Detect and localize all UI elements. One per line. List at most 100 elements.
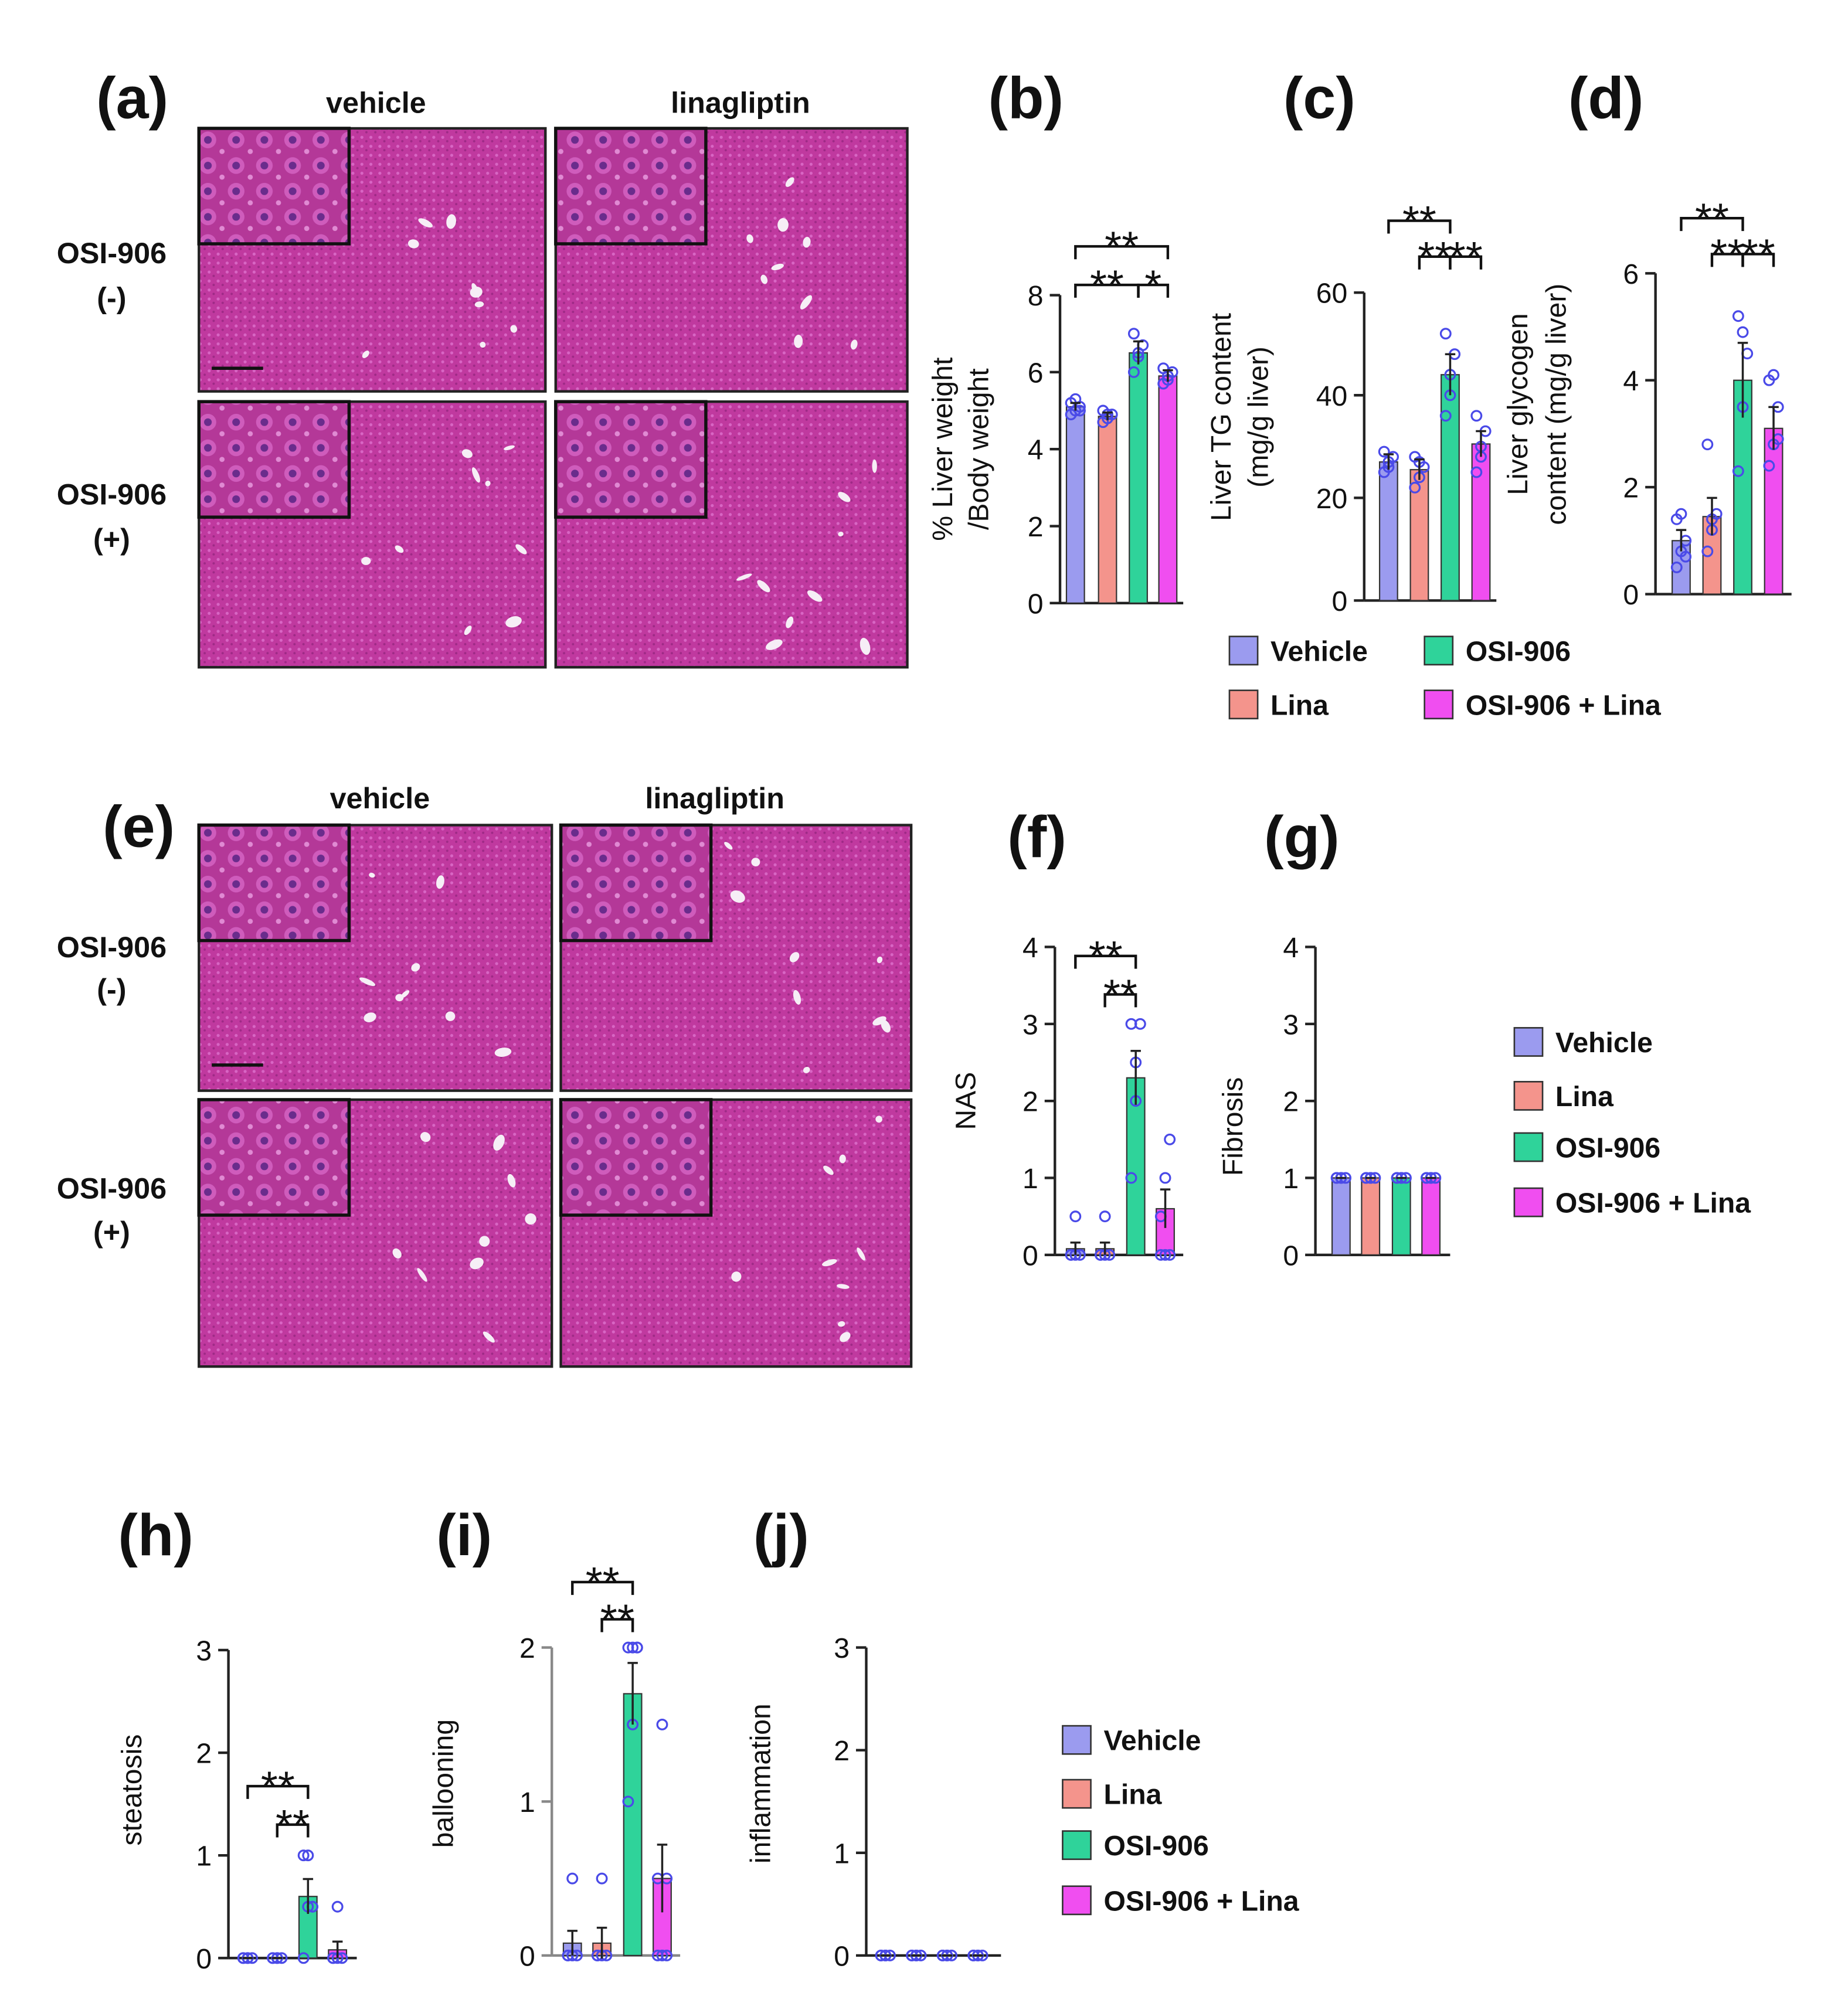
inset bbox=[197, 823, 351, 943]
vessel bbox=[364, 1012, 376, 1022]
vessel bbox=[857, 1247, 865, 1261]
vessel bbox=[461, 449, 473, 458]
vessel bbox=[407, 239, 419, 249]
data-point bbox=[1670, 561, 1683, 573]
vessel bbox=[860, 638, 871, 655]
significance-bracket bbox=[600, 1618, 634, 1633]
bar bbox=[1065, 406, 1085, 604]
significance-bracket bbox=[1449, 255, 1483, 270]
error-bar bbox=[596, 1926, 607, 1959]
micrograph bbox=[554, 127, 909, 393]
column-label: linagliptin bbox=[645, 781, 784, 815]
vessel bbox=[395, 994, 404, 1002]
data-point bbox=[1470, 466, 1483, 478]
data-point bbox=[1732, 310, 1744, 322]
legend-label: Lina bbox=[1270, 689, 1329, 721]
micrograph bbox=[198, 824, 553, 1092]
error-bar bbox=[1163, 369, 1173, 382]
vessel bbox=[850, 339, 858, 350]
data-point bbox=[1701, 438, 1714, 451]
legend-label: Vehicle bbox=[1270, 635, 1368, 667]
vessel bbox=[464, 625, 472, 635]
y-tick-label: 1 bbox=[1283, 1163, 1299, 1195]
y-tick-label: 3 bbox=[1283, 1009, 1299, 1040]
column-label: vehicle bbox=[330, 781, 430, 815]
significance-label: ** bbox=[276, 1801, 310, 1849]
vessel bbox=[757, 580, 770, 593]
data-point bbox=[566, 1872, 579, 1885]
y-axis-label: Fibrosis bbox=[1217, 1077, 1249, 1176]
y-tick-label: 2 bbox=[196, 1738, 212, 1770]
y-tick-label: 2 bbox=[1623, 472, 1639, 504]
y-tick-label: 2 bbox=[834, 1735, 850, 1767]
vessel bbox=[777, 217, 789, 232]
y-tick-label: 2 bbox=[1283, 1086, 1299, 1118]
legend-label: OSI-906 + Lina bbox=[1466, 689, 1662, 721]
vessel bbox=[504, 445, 515, 451]
data-point bbox=[1741, 348, 1754, 360]
vessel bbox=[746, 234, 753, 243]
y-tick-label: 2 bbox=[1028, 511, 1044, 543]
inset bbox=[197, 1098, 351, 1217]
data-point bbox=[656, 1949, 668, 1961]
vessel bbox=[420, 1132, 431, 1142]
vessel bbox=[872, 459, 877, 473]
legend-label: OSI-906 + Lina bbox=[1555, 1188, 1751, 1219]
data-point bbox=[1763, 460, 1775, 472]
bar bbox=[623, 1693, 643, 1957]
y-tick-label: 20 bbox=[1316, 483, 1348, 515]
legend-swatch bbox=[1062, 1778, 1092, 1809]
error-bar bbox=[1070, 1242, 1081, 1255]
error-bar bbox=[1130, 1050, 1141, 1105]
significance-bracket bbox=[1387, 219, 1452, 234]
panel-label: (e) bbox=[103, 794, 175, 860]
vessel bbox=[515, 544, 527, 555]
data-point bbox=[656, 1718, 668, 1730]
y-axis-label: % Liver weight bbox=[927, 357, 959, 541]
vessel bbox=[510, 325, 517, 333]
significance-bracket bbox=[1074, 954, 1137, 969]
legend-swatch bbox=[1062, 1830, 1092, 1861]
vessel bbox=[395, 545, 404, 553]
y-tick-label: 8 bbox=[1028, 280, 1044, 312]
significance-label: ** bbox=[1090, 261, 1124, 310]
legend-swatch bbox=[1513, 1187, 1544, 1218]
data-point bbox=[596, 1872, 608, 1885]
bar bbox=[1129, 352, 1148, 604]
vessel bbox=[418, 218, 433, 228]
panel-label: (i) bbox=[436, 1502, 492, 1568]
y-tick-label: 3 bbox=[1022, 1009, 1038, 1040]
error-bar bbox=[1476, 430, 1486, 457]
vessel bbox=[471, 467, 480, 483]
row-label: OSI-906 bbox=[57, 236, 167, 270]
vessel bbox=[730, 890, 745, 903]
vessel bbox=[785, 177, 794, 187]
y-tick-label: 2 bbox=[1022, 1086, 1038, 1118]
data-point bbox=[1127, 366, 1140, 378]
vessel bbox=[803, 1066, 810, 1073]
significance-label: ** bbox=[600, 1596, 634, 1644]
y-axis-label: (mg/g liver) bbox=[1243, 346, 1275, 488]
legend-swatch bbox=[1062, 1885, 1092, 1916]
data-point bbox=[1378, 446, 1390, 458]
data-point bbox=[1127, 328, 1140, 340]
y-axis-label: /Body weight bbox=[963, 368, 994, 530]
y-tick-label: 0 bbox=[196, 1943, 212, 1975]
panel-label: (h) bbox=[118, 1502, 193, 1568]
significance-label: ** bbox=[1418, 233, 1452, 281]
bar bbox=[1441, 374, 1460, 601]
row-label: (-) bbox=[97, 281, 126, 314]
vessel bbox=[823, 1165, 834, 1175]
data-point bbox=[661, 1949, 673, 1961]
y-tick-label: 0 bbox=[1283, 1240, 1299, 1271]
vessel bbox=[359, 977, 376, 987]
vessel bbox=[771, 263, 784, 271]
y-axis-label: steatosis bbox=[116, 1735, 148, 1846]
y-tick-label: 0 bbox=[1332, 586, 1348, 617]
error-bar bbox=[1737, 342, 1748, 418]
legend-label: Vehicle bbox=[1103, 1725, 1201, 1757]
inset bbox=[559, 1098, 713, 1217]
data-point bbox=[297, 1849, 310, 1862]
bar bbox=[1126, 1077, 1146, 1256]
error-bar bbox=[1070, 402, 1081, 411]
